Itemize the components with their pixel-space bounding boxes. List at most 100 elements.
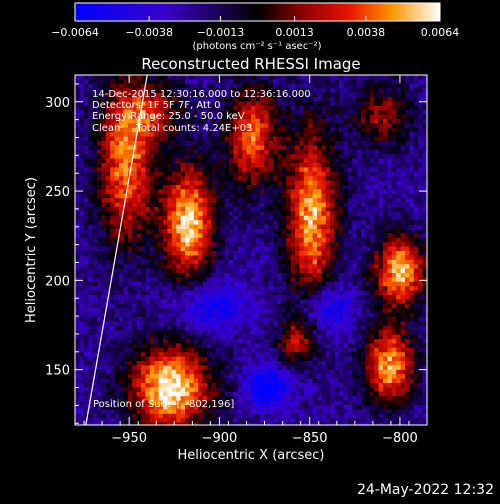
heatmap-cell: [233, 326, 238, 331]
heatmap-cell: [352, 123, 357, 128]
heatmap-cell: [392, 247, 397, 252]
heatmap-cell: [392, 189, 397, 194]
heatmap-cell: [361, 286, 366, 291]
heatmap-cell: [119, 251, 124, 256]
heatmap-cell: [414, 132, 419, 137]
heatmap-cell: [330, 269, 335, 274]
heatmap-cell: [163, 79, 168, 84]
heatmap-cell: [343, 172, 348, 177]
heatmap-cell: [75, 264, 80, 269]
heatmap-cell: [317, 339, 322, 344]
heatmap-cell: [159, 269, 164, 274]
heatmap-cell: [229, 198, 234, 203]
heatmap-cell: [277, 291, 282, 296]
heatmap-cell: [216, 137, 221, 142]
heatmap-cell: [172, 207, 177, 212]
heatmap-cell: [396, 273, 401, 278]
heatmap-cell: [75, 185, 80, 190]
heatmap-cell: [273, 79, 278, 84]
heatmap-cell: [370, 317, 375, 322]
heatmap-cell: [79, 132, 84, 137]
heatmap-cell: [203, 154, 208, 159]
heatmap-cell: [357, 203, 362, 208]
heatmap-cell: [233, 313, 238, 318]
heatmap-cell: [194, 304, 199, 309]
heatmap-cell: [335, 291, 340, 296]
heatmap-cell: [189, 141, 194, 146]
heatmap-cell: [409, 79, 414, 84]
heatmap-cell: [370, 128, 375, 133]
heatmap-cell: [321, 295, 326, 300]
heatmap-cell: [304, 167, 309, 172]
heatmap-cell: [198, 145, 203, 150]
heatmap-cell: [343, 339, 348, 344]
heatmap-cell: [392, 220, 397, 225]
heatmap-cell: [172, 255, 177, 260]
heatmap-cell: [291, 321, 296, 326]
heatmap-cell: [348, 220, 353, 225]
heatmap-cell: [189, 273, 194, 278]
heatmap-cell: [216, 335, 221, 340]
heatmap-cell: [383, 216, 388, 221]
heatmap-cell: [343, 163, 348, 168]
heatmap-cell: [277, 233, 282, 238]
heatmap-cell: [172, 159, 177, 164]
heatmap-cell: [101, 339, 106, 344]
heatmap-cell: [418, 264, 423, 269]
heatmap-cell: [299, 330, 304, 335]
heatmap-cell: [115, 141, 120, 146]
heatmap-cell: [154, 167, 159, 172]
heatmap-cell: [392, 123, 397, 128]
heatmap-cell: [392, 282, 397, 287]
heatmap-cell: [88, 154, 93, 159]
heatmap-cell: [176, 282, 181, 287]
heatmap-cell: [75, 123, 80, 128]
heatmap-cell: [251, 304, 256, 309]
heatmap-cell: [299, 84, 304, 89]
heatmap-cell: [84, 194, 89, 199]
heatmap-cell: [150, 220, 155, 225]
heatmap-cell: [264, 176, 269, 181]
heatmap-cell: [132, 295, 137, 300]
heatmap-cell: [229, 326, 234, 331]
heatmap-cell: [207, 317, 212, 322]
heatmap-cell: [396, 269, 401, 274]
heatmap-cell: [374, 141, 379, 146]
heatmap-cell: [357, 321, 362, 326]
heatmap-cell: [181, 141, 186, 146]
heatmap-cell: [79, 330, 84, 335]
heatmap-cell: [299, 220, 304, 225]
heatmap-cell: [97, 277, 102, 282]
heatmap-cell: [106, 185, 111, 190]
heatmap-cell: [392, 291, 397, 296]
heatmap-cell: [216, 198, 221, 203]
heatmap-cell: [185, 330, 190, 335]
heatmap-cell: [88, 220, 93, 225]
heatmap-cell: [304, 291, 309, 296]
heatmap-cell: [181, 260, 186, 265]
heatmap-cell: [317, 220, 322, 225]
heatmap-cell: [229, 145, 234, 150]
heatmap-cell: [339, 145, 344, 150]
heatmap-cell: [185, 313, 190, 318]
heatmap-cell: [401, 75, 406, 80]
heatmap-cell: [396, 97, 401, 102]
heatmap-cell: [387, 189, 392, 194]
heatmap-cell: [291, 299, 296, 304]
heatmap-cell: [145, 207, 150, 212]
heatmap-cell: [159, 137, 164, 142]
heatmap-cell: [251, 172, 256, 177]
heatmap-cell: [365, 273, 370, 278]
heatmap-cell: [106, 198, 111, 203]
heatmap-cell: [176, 176, 181, 181]
heatmap-cell: [313, 242, 318, 247]
heatmap-cell: [181, 203, 186, 208]
heatmap-cell: [84, 106, 89, 111]
heatmap-cell: [172, 295, 177, 300]
heatmap-cell: [370, 260, 375, 265]
heatmap-cell: [198, 203, 203, 208]
heatmap-cell: [172, 251, 177, 256]
heatmap-cell: [137, 176, 142, 181]
heatmap-cell: [172, 220, 177, 225]
heatmap-cell: [291, 273, 296, 278]
